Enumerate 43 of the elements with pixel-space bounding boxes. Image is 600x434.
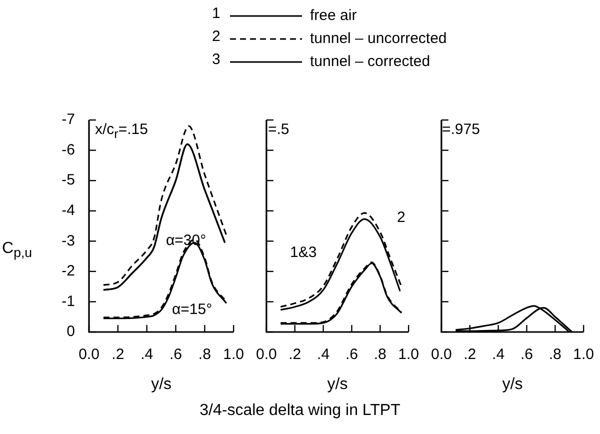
x-tick-label: 0.0 xyxy=(430,346,452,364)
x-axis-title: y/s xyxy=(327,376,348,393)
legend-label: tunnel – uncorrected xyxy=(310,30,447,47)
annotation: =.975 xyxy=(442,121,480,138)
x-tick-label: 1.0 xyxy=(573,346,594,364)
text: 2 xyxy=(212,28,220,45)
y-tick-label: -7 xyxy=(62,111,75,128)
y-tick-label: -2 xyxy=(62,262,75,280)
x-tick-label: .4 xyxy=(140,346,154,364)
y-tick-label: -5 xyxy=(62,172,75,189)
y-tick-label: 0 xyxy=(66,323,75,340)
x-axis-title: y/s xyxy=(502,376,523,393)
x-tick-label: .6 xyxy=(345,346,358,364)
x-tick-label: .2 xyxy=(288,346,302,364)
x-tick-label: 0.0 xyxy=(78,346,100,364)
annotation: 2 xyxy=(397,209,406,226)
annotation: α=15° xyxy=(172,301,212,318)
x-tick-label: 0.0 xyxy=(256,346,277,364)
x-tick-label: .8 xyxy=(374,346,386,364)
x-tick-label: .4 xyxy=(317,346,330,364)
y-tick-label: -6 xyxy=(62,141,75,158)
legend-label: tunnel – corrected xyxy=(310,53,430,70)
legend-label: free air xyxy=(310,7,357,24)
x-tick-label: .2 xyxy=(112,346,124,364)
annotation: x/c$_{r}$=.15 xyxy=(95,121,148,141)
y-axis-title: C$_{p,u}$ xyxy=(2,240,32,260)
x-tick-label: .8 xyxy=(548,346,562,364)
x-tick-label: .2 xyxy=(464,346,476,364)
x-tick-label: 1.0 xyxy=(223,346,244,364)
y-tick-label: -1 xyxy=(62,292,75,310)
text: 3/4-scale delta wing in LTPT xyxy=(198,402,402,420)
x-tick-label: 1.0 xyxy=(398,346,420,364)
x-axis-title: y/s xyxy=(151,376,172,393)
x-tick-label: .6 xyxy=(520,346,533,364)
y-tick-label: -3 xyxy=(62,232,75,250)
annotation: 1&3 xyxy=(290,244,317,261)
text: 1 xyxy=(212,5,220,22)
annotation: =.5 xyxy=(268,121,290,138)
x-tick-label: .6 xyxy=(169,346,182,364)
y-tick-label: -4 xyxy=(62,202,75,219)
x-tick-label: .4 xyxy=(492,346,505,364)
x-tick-label: .8 xyxy=(198,346,211,364)
text: 3 xyxy=(212,51,220,68)
